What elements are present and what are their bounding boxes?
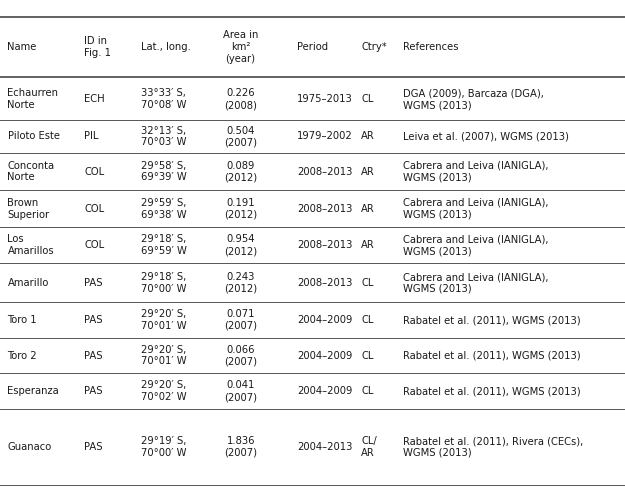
Text: CL/
AR: CL/ AR <box>361 436 377 458</box>
Text: Rabatel et al. (2011), WGMS (2013): Rabatel et al. (2011), WGMS (2013) <box>403 351 581 361</box>
Text: PAS: PAS <box>84 351 103 361</box>
Text: Cabrera and Leiva (IANIGLA),
WGMS (2013): Cabrera and Leiva (IANIGLA), WGMS (2013) <box>403 235 549 256</box>
Text: References: References <box>403 42 459 52</box>
Text: 0.191
(2012): 0.191 (2012) <box>224 198 258 219</box>
Text: Cabrera and Leiva (IANIGLA),
WGMS (2013): Cabrera and Leiva (IANIGLA), WGMS (2013) <box>403 198 549 219</box>
Text: 2008–2013: 2008–2013 <box>297 204 352 214</box>
Text: Ctry*: Ctry* <box>361 42 387 52</box>
Text: Leiva et al. (2007), WGMS (2013): Leiva et al. (2007), WGMS (2013) <box>403 131 569 141</box>
Text: 1979–2002: 1979–2002 <box>297 131 352 141</box>
Text: 29°20′ S,
70°01′ W: 29°20′ S, 70°01′ W <box>141 309 186 331</box>
Text: 0.954
(2012): 0.954 (2012) <box>224 235 258 256</box>
Text: 29°18′ S,
69°59′ W: 29°18′ S, 69°59′ W <box>141 235 186 256</box>
Text: Name: Name <box>8 42 37 52</box>
Text: PAS: PAS <box>84 278 103 288</box>
Text: AR: AR <box>361 166 375 177</box>
Text: 2008–2013: 2008–2013 <box>297 278 352 288</box>
Text: COL: COL <box>84 240 104 250</box>
Text: Brown
Superior: Brown Superior <box>8 198 49 219</box>
Text: AR: AR <box>361 240 375 250</box>
Text: Rabatel et al. (2011), WGMS (2013): Rabatel et al. (2011), WGMS (2013) <box>403 386 581 396</box>
Text: CL: CL <box>361 278 374 288</box>
Text: Lat., long.: Lat., long. <box>141 42 191 52</box>
Text: PIL: PIL <box>84 131 99 141</box>
Text: 29°59′ S,
69°38′ W: 29°59′ S, 69°38′ W <box>141 198 186 219</box>
Text: ECH: ECH <box>84 94 105 104</box>
Text: Guanaco: Guanaco <box>8 442 52 452</box>
Text: Esperanza: Esperanza <box>8 386 59 396</box>
Text: PAS: PAS <box>84 442 103 452</box>
Text: 33°33′ S,
70°08′ W: 33°33′ S, 70°08′ W <box>141 88 186 110</box>
Text: 2004–2009: 2004–2009 <box>297 351 352 361</box>
Text: 2004–2013: 2004–2013 <box>297 442 352 452</box>
Text: PAS: PAS <box>84 386 103 396</box>
Text: 2004–2009: 2004–2009 <box>297 315 352 325</box>
Text: Echaurren
Norte: Echaurren Norte <box>8 88 59 110</box>
Text: 29°19′ S,
70°00′ W: 29°19′ S, 70°00′ W <box>141 436 186 458</box>
Text: 29°20′ S,
70°02′ W: 29°20′ S, 70°02′ W <box>141 380 186 402</box>
Text: 2008–2013: 2008–2013 <box>297 166 352 177</box>
Text: 29°20′ S,
70°01′ W: 29°20′ S, 70°01′ W <box>141 345 186 367</box>
Text: PAS: PAS <box>84 315 103 325</box>
Text: COL: COL <box>84 166 104 177</box>
Text: 0.071
(2007): 0.071 (2007) <box>224 309 257 331</box>
Text: AR: AR <box>361 204 375 214</box>
Text: 0.226
(2008): 0.226 (2008) <box>224 88 257 110</box>
Text: 1.836
(2007): 1.836 (2007) <box>224 436 257 458</box>
Text: COL: COL <box>84 204 104 214</box>
Text: 29°18′ S,
70°00′ W: 29°18′ S, 70°00′ W <box>141 272 186 293</box>
Text: CL: CL <box>361 386 374 396</box>
Text: 0.089
(2012): 0.089 (2012) <box>224 161 258 182</box>
Text: Period: Period <box>297 42 328 52</box>
Text: 2004–2009: 2004–2009 <box>297 386 352 396</box>
Text: Rabatel et al. (2011), WGMS (2013): Rabatel et al. (2011), WGMS (2013) <box>403 315 581 325</box>
Text: DGA (2009), Barcaza (DGA),
WGMS (2013): DGA (2009), Barcaza (DGA), WGMS (2013) <box>403 88 544 110</box>
Text: Toro 2: Toro 2 <box>8 351 37 361</box>
Text: Los
Amarillos: Los Amarillos <box>8 235 54 256</box>
Text: CL: CL <box>361 94 374 104</box>
Text: ID in
Fig. 1: ID in Fig. 1 <box>84 36 111 58</box>
Text: 0.504
(2007): 0.504 (2007) <box>224 125 257 147</box>
Text: CL: CL <box>361 351 374 361</box>
Text: 29°58′ S,
69°39′ W: 29°58′ S, 69°39′ W <box>141 161 186 182</box>
Text: AR: AR <box>361 131 375 141</box>
Text: 1975–2013: 1975–2013 <box>297 94 352 104</box>
Text: Cabrera and Leiva (IANIGLA),
WGMS (2013): Cabrera and Leiva (IANIGLA), WGMS (2013) <box>403 161 549 182</box>
Text: Amarillo: Amarillo <box>8 278 49 288</box>
Text: 0.066
(2007): 0.066 (2007) <box>224 345 257 367</box>
Text: CL: CL <box>361 315 374 325</box>
Text: Cabrera and Leiva (IANIGLA),
WGMS (2013): Cabrera and Leiva (IANIGLA), WGMS (2013) <box>403 272 549 293</box>
Text: Conconta
Norte: Conconta Norte <box>8 161 54 182</box>
Text: 2008–2013: 2008–2013 <box>297 240 352 250</box>
Text: Piloto Este: Piloto Este <box>8 131 59 141</box>
Text: Rabatel et al. (2011), Rivera (CECs),
WGMS (2013): Rabatel et al. (2011), Rivera (CECs), WG… <box>403 436 583 458</box>
Text: 0.041
(2007): 0.041 (2007) <box>224 380 257 402</box>
Text: 32°13′ S,
70°03′ W: 32°13′ S, 70°03′ W <box>141 125 186 147</box>
Text: Toro 1: Toro 1 <box>8 315 37 325</box>
Text: Area in
km²
(year): Area in km² (year) <box>223 30 258 64</box>
Text: 0.243
(2012): 0.243 (2012) <box>224 272 258 293</box>
